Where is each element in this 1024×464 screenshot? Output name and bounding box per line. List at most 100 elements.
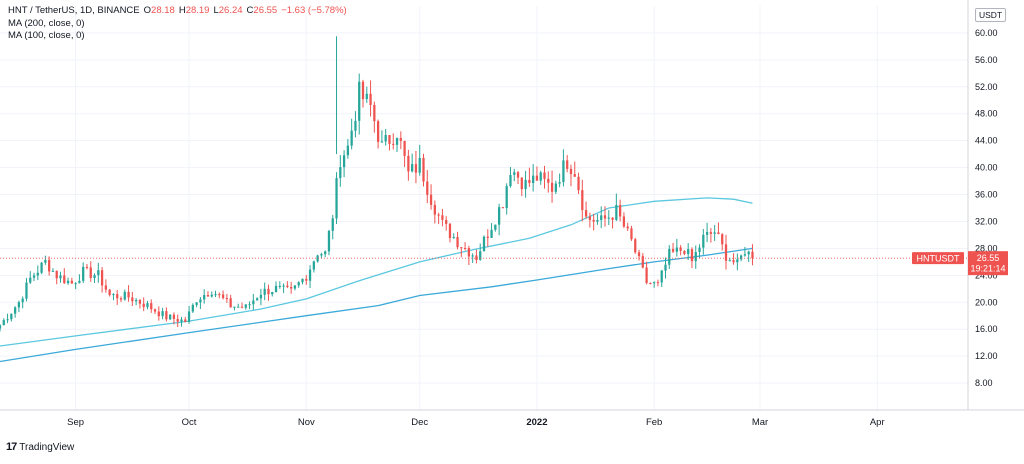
candle-body	[365, 93, 368, 100]
candle-body	[422, 157, 425, 182]
candle-body	[516, 172, 520, 178]
candle	[751, 244, 754, 266]
candle	[653, 281, 656, 288]
candle-body	[180, 319, 183, 322]
candle-body	[376, 121, 380, 142]
candle-body	[437, 214, 440, 216]
candle-body	[694, 252, 697, 262]
candle-body	[339, 167, 342, 179]
candle-body	[569, 168, 573, 175]
candle-body	[293, 285, 297, 289]
candle	[191, 303, 194, 314]
candle	[577, 172, 580, 194]
currency-badge[interactable]: USDT	[975, 8, 1007, 22]
candle	[429, 184, 433, 210]
candle	[305, 275, 308, 285]
ma100-label: MA (100, close, 0)	[8, 30, 85, 41]
candle	[437, 212, 440, 225]
symbol-label[interactable]: HNT / TetherUS, 1D, BINANCE	[8, 5, 140, 16]
candle	[297, 281, 300, 288]
candle	[566, 155, 569, 173]
candle-body	[297, 282, 300, 286]
candle	[365, 86, 368, 103]
candle-body	[751, 251, 754, 259]
candle	[203, 289, 206, 304]
close-key: C	[246, 5, 254, 16]
candle	[497, 203, 501, 236]
candle	[112, 293, 115, 301]
candle-body	[456, 237, 459, 248]
candle	[32, 272, 36, 282]
candle-body	[214, 294, 217, 296]
candle-body	[501, 207, 505, 209]
candle-body	[743, 254, 747, 256]
candle-body	[187, 311, 191, 322]
candle-body	[475, 255, 478, 260]
candle	[225, 293, 229, 303]
candle	[724, 234, 728, 270]
candle	[25, 277, 28, 302]
candle	[267, 284, 270, 301]
candle-body	[486, 236, 489, 238]
candle	[422, 153, 425, 187]
candle-body	[89, 267, 92, 278]
ma200-legend[interactable]: MA (200, close, 0)	[8, 18, 347, 31]
candle	[554, 180, 557, 194]
candle-body	[259, 294, 263, 299]
candle	[441, 208, 444, 227]
candle-body	[566, 160, 569, 169]
candle-body	[346, 145, 350, 156]
candle	[44, 255, 47, 265]
candle	[138, 299, 142, 309]
candle	[618, 199, 622, 222]
candle	[702, 228, 705, 255]
candle-body	[112, 294, 115, 296]
y-tick-label: 12.00	[975, 351, 998, 361]
candle	[165, 307, 168, 322]
price-tag-value: 26.55	[977, 253, 1000, 263]
candle-body	[736, 259, 739, 263]
candle-body	[51, 270, 55, 272]
candle-body	[380, 141, 384, 143]
candle-body	[615, 205, 618, 220]
candle	[671, 242, 675, 254]
candle	[263, 282, 266, 301]
x-tick-label: Mar	[752, 417, 768, 428]
candle-body	[411, 164, 414, 172]
candle	[467, 245, 471, 265]
brand-label: TradingView	[19, 441, 75, 453]
candle	[240, 302, 244, 309]
candle	[63, 268, 66, 284]
candle-body	[206, 295, 210, 297]
candle-body	[728, 260, 731, 262]
candle-body	[732, 260, 735, 263]
candle-body	[142, 303, 145, 308]
candle	[301, 278, 304, 285]
candle	[210, 291, 213, 298]
candle-body	[713, 232, 716, 234]
candle-body	[70, 280, 73, 284]
candle-body	[603, 215, 607, 219]
candle	[327, 229, 331, 256]
candle	[218, 292, 221, 299]
candle-body	[161, 311, 164, 317]
candle-body	[331, 218, 334, 231]
candle-body	[157, 311, 160, 317]
candle-body	[229, 298, 232, 308]
candle	[407, 149, 410, 181]
candle-body	[13, 307, 17, 314]
candle	[176, 314, 179, 328]
ma100-legend[interactable]: MA (100, close, 0)	[8, 30, 347, 43]
candle-body	[85, 266, 89, 268]
candle	[17, 300, 21, 313]
x-tick-label: Feb	[646, 417, 662, 428]
candle	[150, 299, 153, 313]
candle	[308, 265, 312, 289]
candle	[195, 302, 198, 308]
candle	[252, 293, 255, 311]
candle	[664, 257, 667, 279]
tradingview-attribution[interactable]: 17 TradingView	[6, 441, 74, 453]
candle	[668, 245, 671, 270]
